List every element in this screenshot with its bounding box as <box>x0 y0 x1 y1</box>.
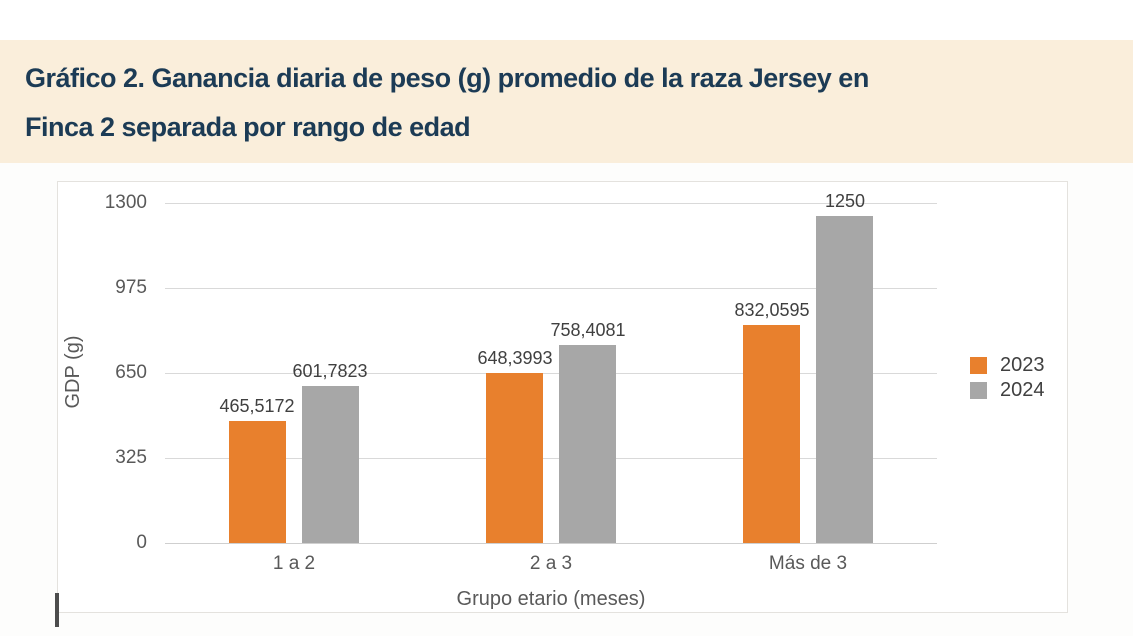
legend-swatch-2024 <box>970 381 987 399</box>
data-label-2023-2-a-3: 648,3993 <box>477 348 553 368</box>
x-tick-label-2-a-3: 2 a 3 <box>529 553 573 574</box>
gridline-y-1300 <box>165 202 937 204</box>
bar-2024-1-a-2 <box>302 386 359 543</box>
legend-entry-2024: 2024 <box>970 380 1045 400</box>
gridline-y-650 <box>165 372 937 374</box>
legend-label-2024: 2024 <box>1000 379 1045 401</box>
data-label-2024-Más-de-3: 1250 <box>824 191 866 211</box>
bar-2024-2-a-3 <box>559 345 616 543</box>
gridline-y-975 <box>165 287 937 289</box>
legend-label-2023: 2023 <box>1000 354 1045 376</box>
y-tick-label-325: 325 <box>115 447 147 468</box>
bar-2023-Más-de-3 <box>743 325 800 543</box>
caption-line-2: Finca 2 separada por rango de edad <box>25 112 471 142</box>
bar-2023-1-a-2 <box>229 421 286 543</box>
x-tick-label-Más-de-3: Más de 3 <box>768 553 848 574</box>
legend-swatch-2023 <box>970 356 987 374</box>
data-label-2024-2-a-3: 758,4081 <box>550 320 626 340</box>
y-tick-label-650: 650 <box>115 362 147 383</box>
bar-2024-Más-de-3 <box>816 216 873 543</box>
x-axis-title: Grupo etario (meses) <box>456 588 646 610</box>
y-tick-label-1300: 1300 <box>104 192 147 213</box>
data-label-2023-Más-de-3: 832,0595 <box>734 300 810 320</box>
legend: 2023 2024 <box>970 355 1045 400</box>
legend-entry-2023: 2023 <box>970 355 1045 375</box>
caption-line-1: Gráfico 2. Ganancia diaria de peso (g) p… <box>25 63 869 93</box>
y-axis-title: GDP (g) <box>62 335 84 409</box>
plot-area: 465,5172 601,7823 648,3993 758,4081 832,0595… <box>165 191 937 544</box>
y-tick-label-0: 0 <box>136 532 147 553</box>
data-label-2024-1-a-2: 601,7823 <box>292 361 368 381</box>
bar-2023-2-a-3 <box>486 373 543 543</box>
gridline-y-325 <box>165 457 937 459</box>
top-white-band <box>0 0 1133 40</box>
y-tick-label-975: 975 <box>115 277 147 298</box>
data-label-2023-1-a-2: 465,5172 <box>219 396 295 416</box>
x-tick-label-1-a-2: 1 a 2 <box>272 553 316 574</box>
gridline-y-0 <box>165 542 937 544</box>
chart-caption: Gráfico 2. Ganancia diaria de peso (g) p… <box>0 40 1133 163</box>
text-cursor-mark <box>55 593 59 627</box>
